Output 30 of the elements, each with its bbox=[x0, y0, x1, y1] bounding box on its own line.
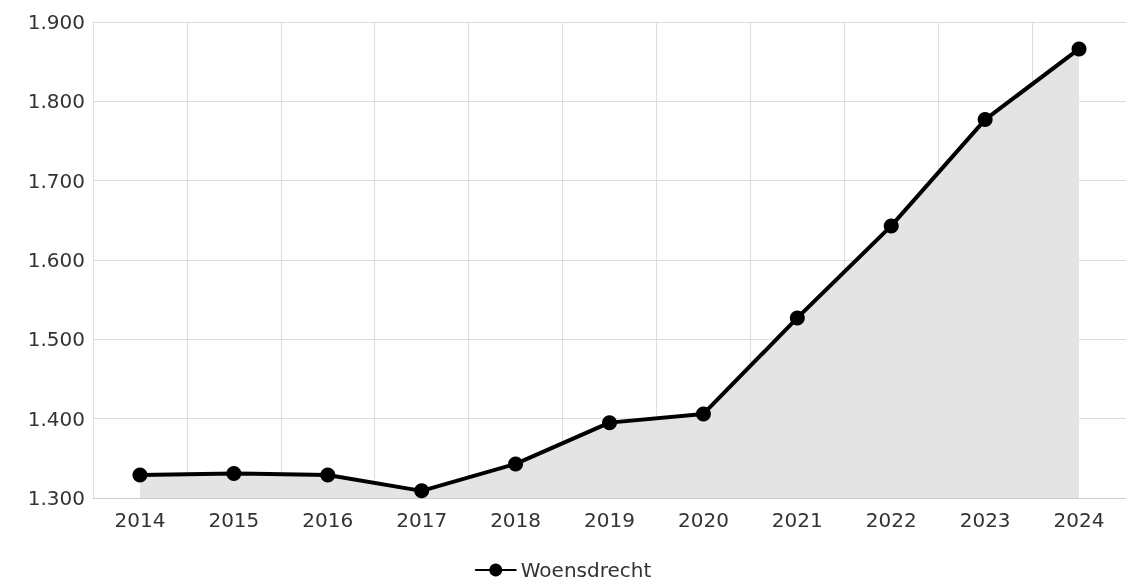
point bbox=[226, 465, 242, 481]
point bbox=[1071, 41, 1087, 57]
y-tick-label: 1.900 bbox=[27, 10, 85, 34]
x-tick-label: 2021 bbox=[771, 508, 823, 532]
point bbox=[508, 456, 524, 472]
point bbox=[883, 218, 899, 234]
x-tick-label: 2017 bbox=[396, 508, 448, 532]
point bbox=[977, 112, 993, 128]
y-tick-label: 1.500 bbox=[27, 327, 85, 352]
point bbox=[414, 483, 430, 499]
x-tick-label: 2015 bbox=[208, 508, 260, 532]
point bbox=[320, 467, 336, 483]
y-tick-label: 1.600 bbox=[27, 248, 85, 272]
x-tick-label: 2019 bbox=[584, 508, 635, 532]
x-tick-label: 2022 bbox=[865, 508, 917, 532]
point bbox=[789, 310, 805, 326]
y-tick-label: 1.300 bbox=[27, 486, 85, 510]
x-tick-label: 2024 bbox=[1053, 508, 1105, 532]
legend-label: Woensdrecht bbox=[520, 558, 652, 582]
x-tick-label: 2020 bbox=[677, 508, 729, 532]
x-tick-label: 2016 bbox=[302, 508, 354, 532]
x-tick-label: 2023 bbox=[959, 508, 1011, 532]
x-tick-label: 2014 bbox=[114, 508, 166, 532]
x-tick-label: 2018 bbox=[490, 508, 542, 532]
y-tick-label: 1.700 bbox=[27, 168, 85, 193]
point bbox=[695, 406, 711, 422]
y-tick-label: 1.400 bbox=[27, 406, 85, 431]
point bbox=[602, 415, 617, 431]
point bbox=[132, 467, 148, 483]
y-tick-label: 1.800 bbox=[27, 89, 85, 114]
